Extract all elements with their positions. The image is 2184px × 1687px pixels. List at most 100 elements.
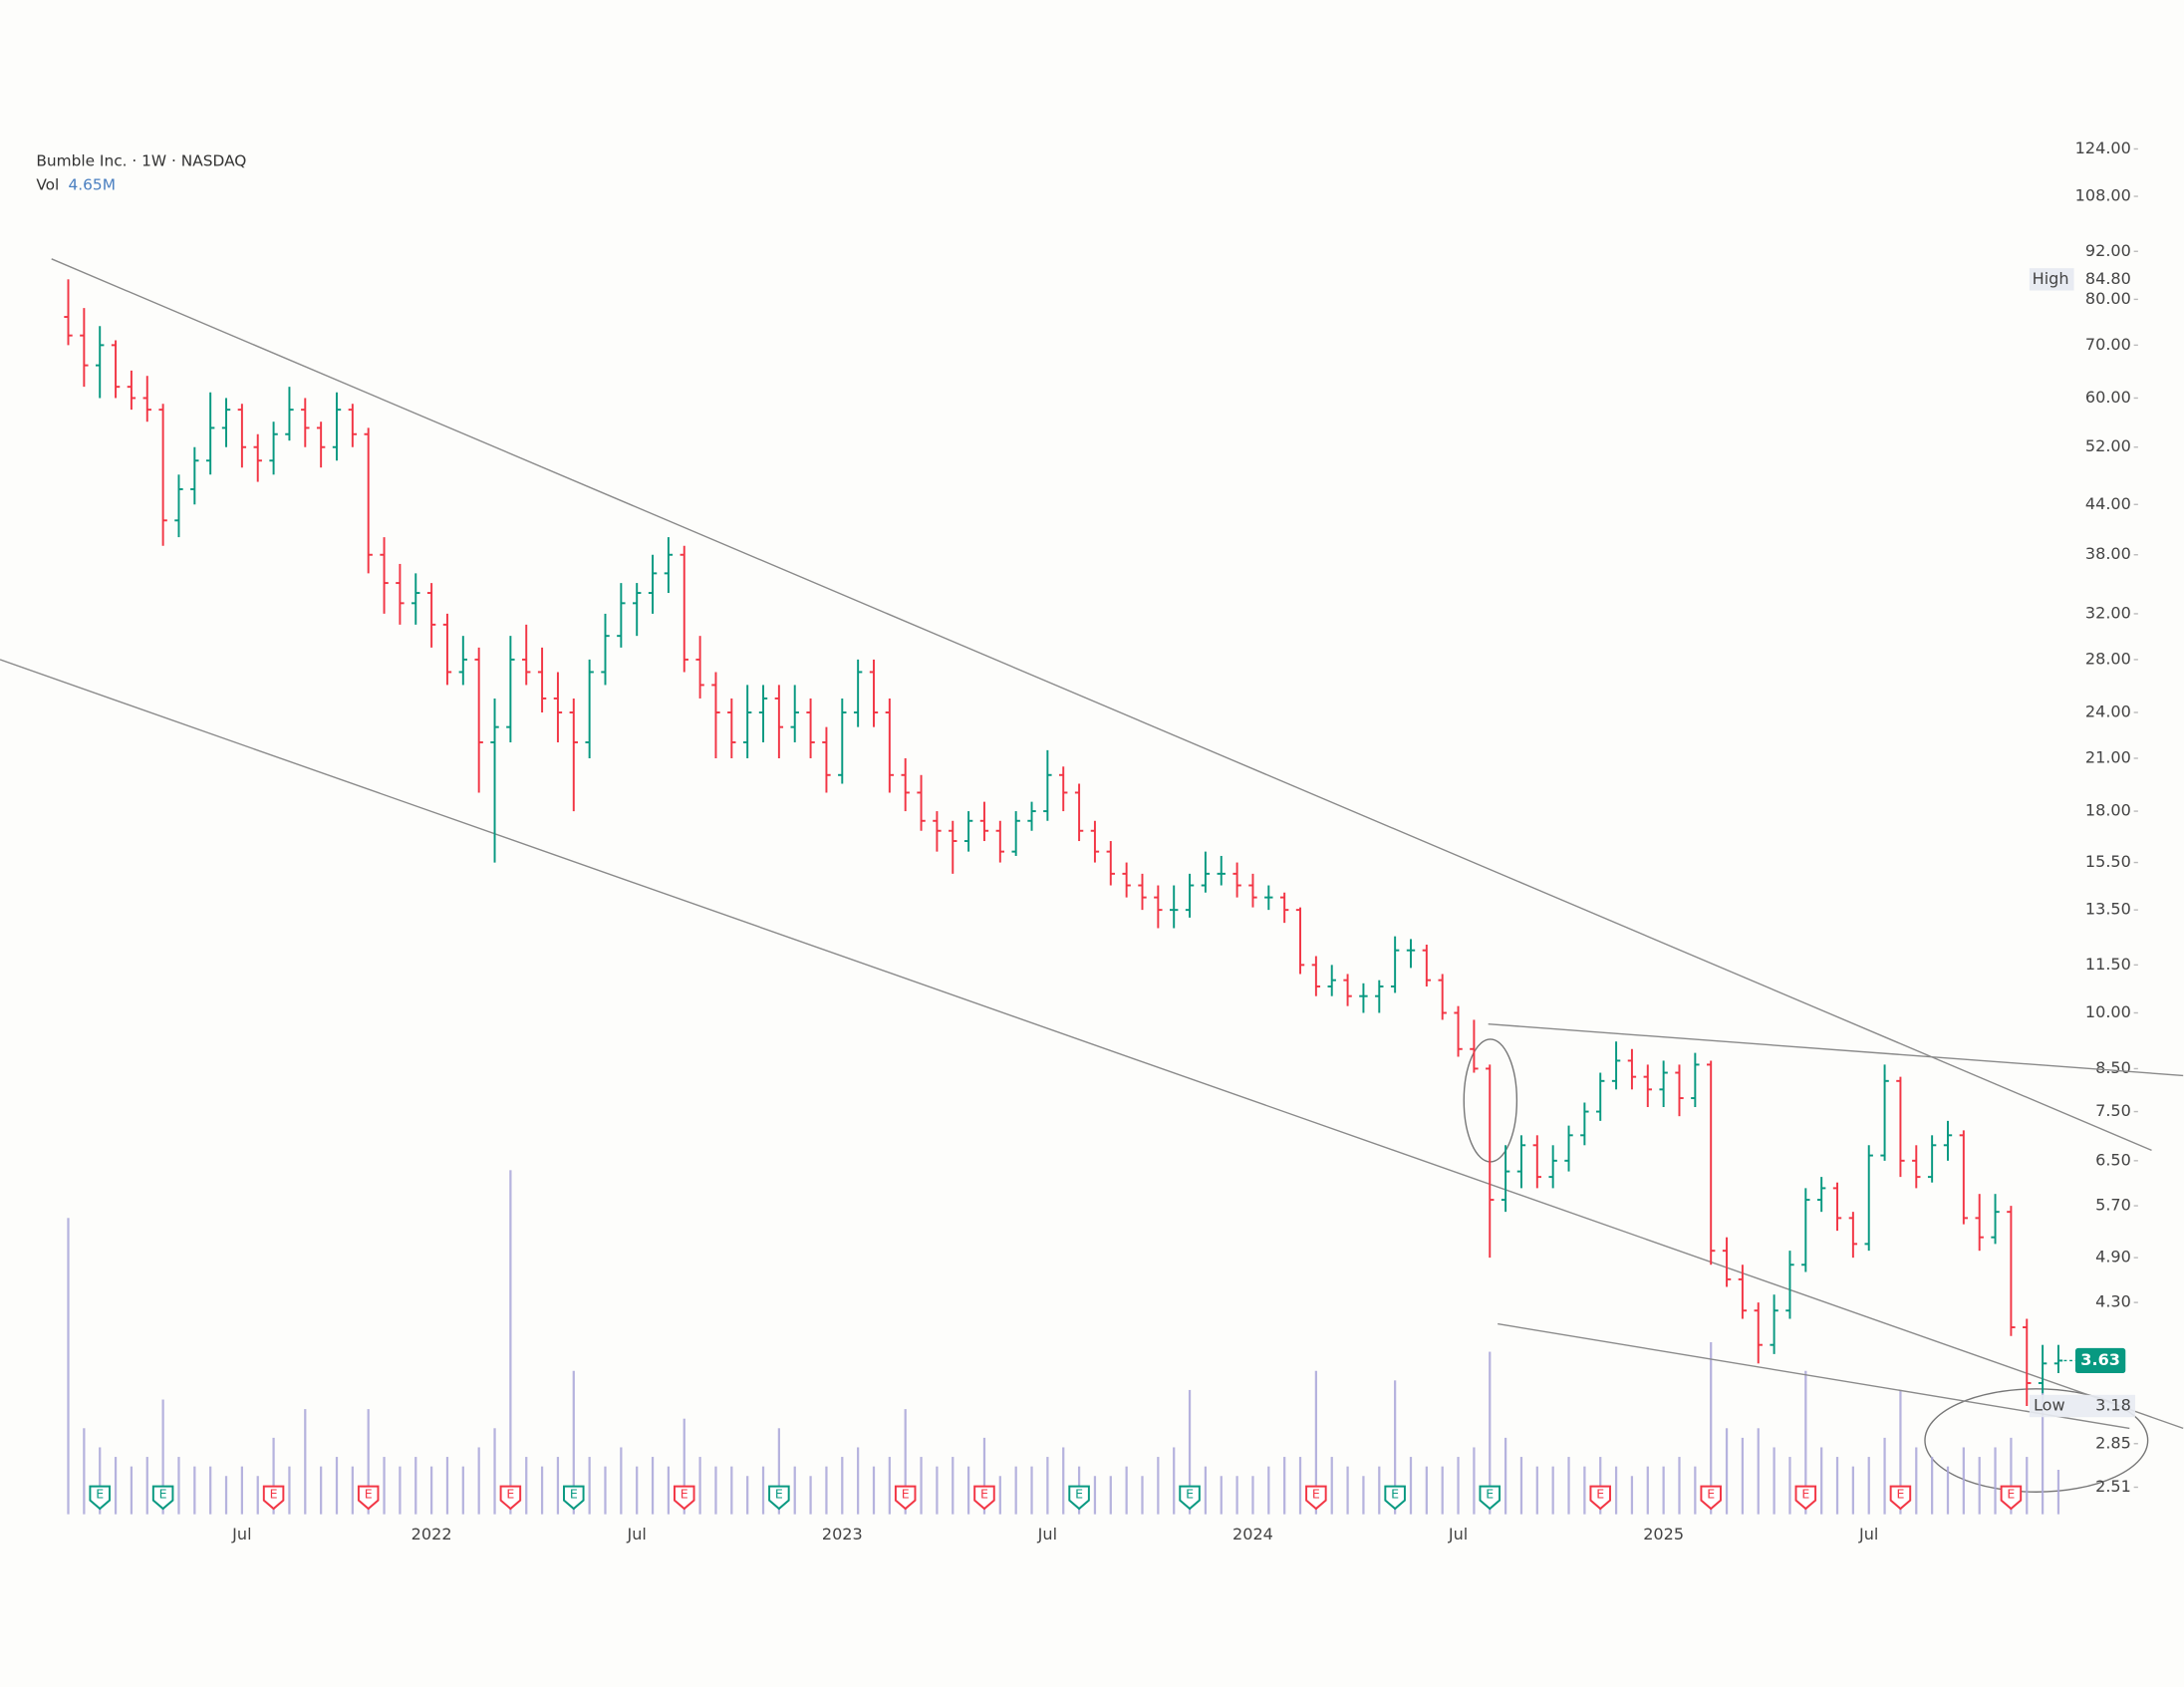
earnings-marker	[768, 1485, 790, 1511]
volume-bar	[588, 1457, 591, 1515]
trendline	[1488, 1022, 2184, 1077]
volume-title: Vol	[36, 175, 59, 193]
volume-bar	[1551, 1466, 1554, 1515]
volume-bar	[1062, 1447, 1065, 1515]
volume-bar	[1883, 1437, 1886, 1515]
volume-bar	[952, 1457, 955, 1515]
low-box	[2029, 1394, 2136, 1418]
volume-bar	[1503, 1437, 1507, 1515]
earnings-marker	[89, 1485, 111, 1511]
volume-bar	[429, 1466, 433, 1515]
last-price-label: 3.63	[2080, 1350, 2120, 1369]
volume-bar	[304, 1409, 307, 1515]
x-tick-label: Jul	[1858, 1525, 1878, 1544]
earnings-marker	[1794, 1485, 1817, 1511]
volume-bar	[99, 1447, 102, 1515]
y-tick-label: 92.00	[2085, 241, 2131, 260]
volume-bar	[1014, 1466, 1017, 1515]
volume-bar	[698, 1457, 701, 1515]
volume-bar	[730, 1466, 733, 1515]
earnings-marker	[1700, 1485, 1722, 1511]
volume-bar	[1125, 1466, 1128, 1515]
volume-bar	[367, 1409, 370, 1515]
volume-bar	[1409, 1457, 1413, 1515]
y-tick-label: 28.00	[2085, 649, 2131, 668]
y-tick-label: 18.00	[2085, 801, 2131, 820]
volume-bar	[477, 1447, 480, 1515]
volume-bar	[1362, 1476, 1365, 1515]
volume-bar	[1030, 1466, 1033, 1515]
volume-bar	[857, 1447, 860, 1515]
volume-bar	[1457, 1457, 1460, 1515]
volume-bar	[1489, 1351, 1492, 1515]
volume-bar	[1346, 1466, 1349, 1515]
earnings-label: E	[270, 1487, 278, 1502]
earnings-label: E	[506, 1487, 514, 1502]
volume-bar	[1915, 1447, 1918, 1515]
low-label: Low	[2034, 1396, 2065, 1415]
volume-bar	[572, 1370, 575, 1515]
chart-title: Bumble Inc. · 1W · NASDAQ	[36, 152, 246, 170]
trendline	[0, 659, 2184, 1430]
volume-value: 4.65M	[69, 175, 116, 193]
volume-bar	[620, 1447, 623, 1515]
volume-bar	[920, 1457, 923, 1515]
volume-bar	[1220, 1476, 1223, 1515]
volume-bar	[335, 1457, 339, 1515]
volume-bar	[1298, 1457, 1302, 1515]
volume-bar	[240, 1466, 243, 1515]
earnings-marker	[1179, 1485, 1201, 1511]
high-value: 84.80	[2085, 269, 2131, 288]
volume-bar	[461, 1466, 464, 1515]
volume-bar	[540, 1466, 544, 1515]
earnings-label: E	[980, 1487, 988, 1502]
earnings-label: E	[2007, 1487, 2015, 1502]
volume-bar	[1946, 1466, 1950, 1515]
volume-bar	[1141, 1476, 1144, 1515]
y-tick-label: 8.50	[2095, 1058, 2131, 1077]
volume-bar	[209, 1466, 212, 1515]
volume-bar	[1425, 1466, 1428, 1515]
earnings-label: E	[1707, 1487, 1715, 1502]
earnings-marker	[1305, 1485, 1327, 1511]
volume-bar	[1046, 1457, 1049, 1515]
volume-bar	[1235, 1476, 1238, 1515]
earnings-marker	[262, 1485, 285, 1511]
y-tick-label: 2.51	[2095, 1477, 2131, 1496]
volume-bar	[1725, 1428, 1729, 1515]
earnings-marker	[673, 1485, 695, 1511]
earnings-marker	[973, 1485, 995, 1511]
y-tick-label: 108.00	[2075, 186, 2131, 205]
volume-bar	[1535, 1466, 1538, 1515]
volume-bar	[1710, 1341, 1713, 1515]
y-tick-label: 13.50	[2085, 900, 2131, 919]
volume-bar	[493, 1428, 496, 1515]
volume-bar	[761, 1466, 765, 1515]
volume-bar	[509, 1170, 512, 1515]
volume-bar	[556, 1457, 560, 1515]
earnings-label: E	[570, 1487, 578, 1502]
volume-bar	[1378, 1466, 1381, 1515]
x-tick-label: Jul	[1037, 1525, 1057, 1544]
volume-bar	[1614, 1466, 1618, 1515]
volume-bar	[966, 1466, 970, 1515]
volume-bar	[2026, 1457, 2029, 1515]
volume-bar	[777, 1428, 780, 1515]
x-tick-label: 2022	[411, 1525, 452, 1544]
y-tick-label: 52.00	[2085, 436, 2131, 455]
volume-bar	[841, 1457, 844, 1515]
earnings-label: E	[365, 1487, 373, 1502]
earnings-marker	[894, 1485, 917, 1511]
volume-bar	[1093, 1476, 1097, 1515]
volume-bar	[1646, 1466, 1649, 1515]
volume-bar	[825, 1466, 828, 1515]
hand-drawn-circle	[1924, 1388, 2149, 1493]
last-price-badge	[2074, 1347, 2126, 1374]
volume-bar	[145, 1457, 148, 1515]
x-tick-label: Jul	[231, 1525, 251, 1544]
earnings-label: E	[1186, 1487, 1194, 1502]
y-tick-label: 60.00	[2085, 388, 2131, 407]
volume-bar	[1330, 1457, 1333, 1515]
